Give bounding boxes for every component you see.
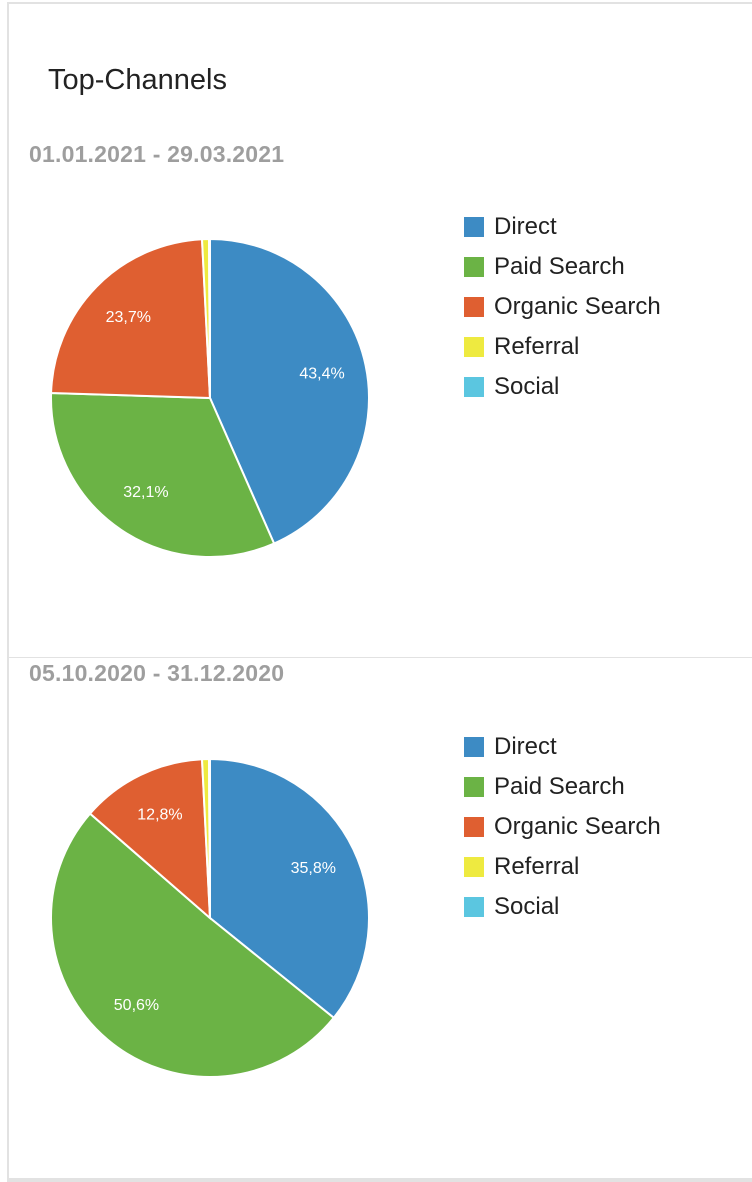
slice-label-paid-search: 32,1%: [123, 484, 168, 501]
pie-slice-direct[interactable]: [209, 237, 370, 545]
legend-swatch-direct: [464, 217, 484, 237]
legend-item-direct[interactable]: Direct: [464, 727, 661, 767]
pie-slice-social[interactable]: [207, 757, 211, 919]
legend-swatch-social: [464, 377, 484, 397]
legend-item-paid-search[interactable]: Paid Search: [464, 767, 661, 807]
widget-title: Top-Channels: [48, 64, 227, 96]
pie-slice-social[interactable]: [207, 237, 211, 399]
slice-label-direct: 43,4%: [299, 366, 344, 383]
pie-slice-paid-search[interactable]: [50, 391, 276, 558]
legend-item-referral[interactable]: Referral: [464, 847, 661, 887]
legend-item-organic-search[interactable]: Organic Search: [464, 287, 661, 327]
legend-label-social: Social: [494, 373, 560, 400]
pie-slice-paid-search[interactable]: [50, 812, 336, 1078]
legend-item-organic-search[interactable]: Organic Search: [464, 807, 661, 847]
legend-swatch-paid-search: [464, 257, 484, 277]
slice-label-organic-search: 23,7%: [106, 309, 151, 326]
slice-label-direct: 35,8%: [291, 860, 336, 877]
pie-slice-organic-search[interactable]: [50, 238, 212, 400]
legend-swatch-social: [464, 897, 484, 917]
legend-current: Direct Paid Search Organic Search Referr…: [464, 207, 661, 407]
legend-label-referral: Referral: [494, 853, 580, 880]
legend-label-social: Social: [494, 893, 560, 920]
pie-slice-organic-search[interactable]: [88, 758, 212, 921]
legend-label-direct: Direct: [494, 213, 557, 240]
legend-label-organic-search: Organic Search: [494, 293, 661, 320]
pie-slice-direct[interactable]: [209, 757, 370, 1020]
legend-label-paid-search: Paid Search: [494, 253, 625, 280]
legend-label-direct: Direct: [494, 733, 557, 760]
legend-swatch-referral: [464, 857, 484, 877]
legend-swatch-organic-search: [464, 297, 484, 317]
pie-chart-current[interactable]: 43,4% 32,1% 23,7%: [45, 233, 375, 563]
legend-swatch-referral: [464, 337, 484, 357]
legend-swatch-organic-search: [464, 817, 484, 837]
legend-previous: Direct Paid Search Organic Search Referr…: [464, 727, 661, 927]
legend-swatch-paid-search: [464, 777, 484, 797]
legend-item-referral[interactable]: Referral: [464, 327, 661, 367]
legend-label-organic-search: Organic Search: [494, 813, 661, 840]
legend-item-direct[interactable]: Direct: [464, 207, 661, 247]
slice-label-paid-search: 50,6%: [114, 997, 159, 1014]
date-range-current: 01.01.2021 - 29.03.2021: [29, 141, 285, 167]
legend-item-social[interactable]: Social: [464, 367, 661, 407]
legend-label-paid-search: Paid Search: [494, 773, 625, 800]
legend-swatch-direct: [464, 737, 484, 757]
pie-chart-previous[interactable]: 35,8% 50,6% 12,8%: [45, 753, 375, 1083]
slice-label-organic-search: 12,8%: [137, 806, 182, 823]
legend-label-referral: Referral: [494, 333, 580, 360]
legend-item-paid-search[interactable]: Paid Search: [464, 247, 661, 287]
date-range-previous: 05.10.2020 - 31.12.2020: [29, 660, 285, 686]
legend-item-social[interactable]: Social: [464, 887, 661, 927]
